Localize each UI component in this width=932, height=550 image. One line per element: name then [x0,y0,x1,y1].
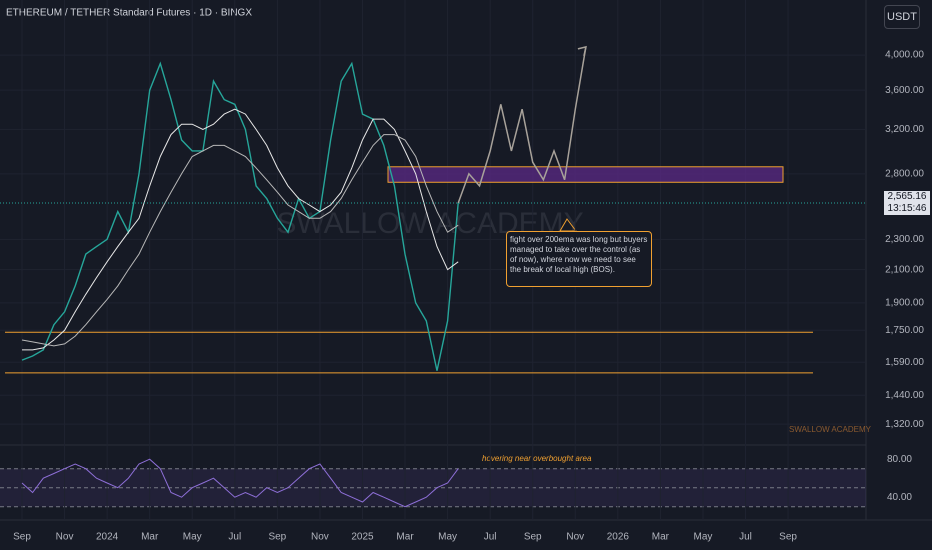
y-tick-label: 3,600.00 [885,85,924,96]
x-tick-label: Mar [141,532,159,543]
chart-title: ETHEREUM / TETHER Standard Futures · 1D … [6,8,252,19]
y-tick-label: 2,800.00 [885,168,924,179]
countdown: 13:15:46 [887,203,927,214]
y-tick-label: 2,100.00 [885,264,924,275]
x-tick-label: May [183,532,202,543]
rsi-line [21,458,459,508]
price-line [21,61,459,371]
last-price: 2,565.16 [887,191,927,202]
y-tick-label: 1,750.00 [885,325,924,336]
x-tick-label: Sep [268,532,286,543]
x-tick-label: Sep [779,532,797,543]
rsi-tick-label: 80.00 [887,454,912,465]
rsi-tick-label: 40.00 [887,492,912,503]
x-tick-label: May [438,532,457,543]
x-tick-label: 2025 [351,532,374,543]
x-tick-label: Mar [652,532,670,543]
currency-button[interactable]: USDT [884,5,920,29]
ema-slow [21,134,459,347]
callout: fight over 200ema was long but buyers ma… [506,231,652,287]
x-tick-label: May [694,532,713,543]
x-tick-label: Sep [13,532,31,543]
resistance-zone [387,166,784,183]
x-tick-label: Nov [56,532,74,543]
x-tick-label: Jul [484,532,497,543]
y-tick-label: 1,590.00 [885,357,924,368]
x-tick-label: Jul [228,532,241,543]
x-tick-label: 2024 [96,532,119,543]
price-tag: 2,565.16 13:15:46 [884,191,930,215]
y-tick-label: 4,000.00 [885,50,924,61]
projection-arrow [577,45,587,57]
y-tick-label: 1,320.00 [885,419,924,430]
x-tick-label: Mar [396,532,414,543]
y-tick-label: 3,200.00 [885,124,924,135]
rsi-annotation: hovering near overbought area [482,454,592,463]
y-tick-label: 1,900.00 [885,298,924,309]
x-tick-label: Sep [524,532,542,543]
credit: SWALLOW ACADEMY [789,425,872,434]
ema-fast [22,108,459,351]
projection [457,46,587,204]
x-tick-label: Nov [311,532,329,543]
y-tick-label: 1,440.00 [885,390,924,401]
x-tick-label: 2026 [607,532,630,543]
x-tick-label: Nov [566,532,584,543]
x-tick-label: Jul [739,532,752,543]
y-tick-label: 2,300.00 [885,234,924,245]
